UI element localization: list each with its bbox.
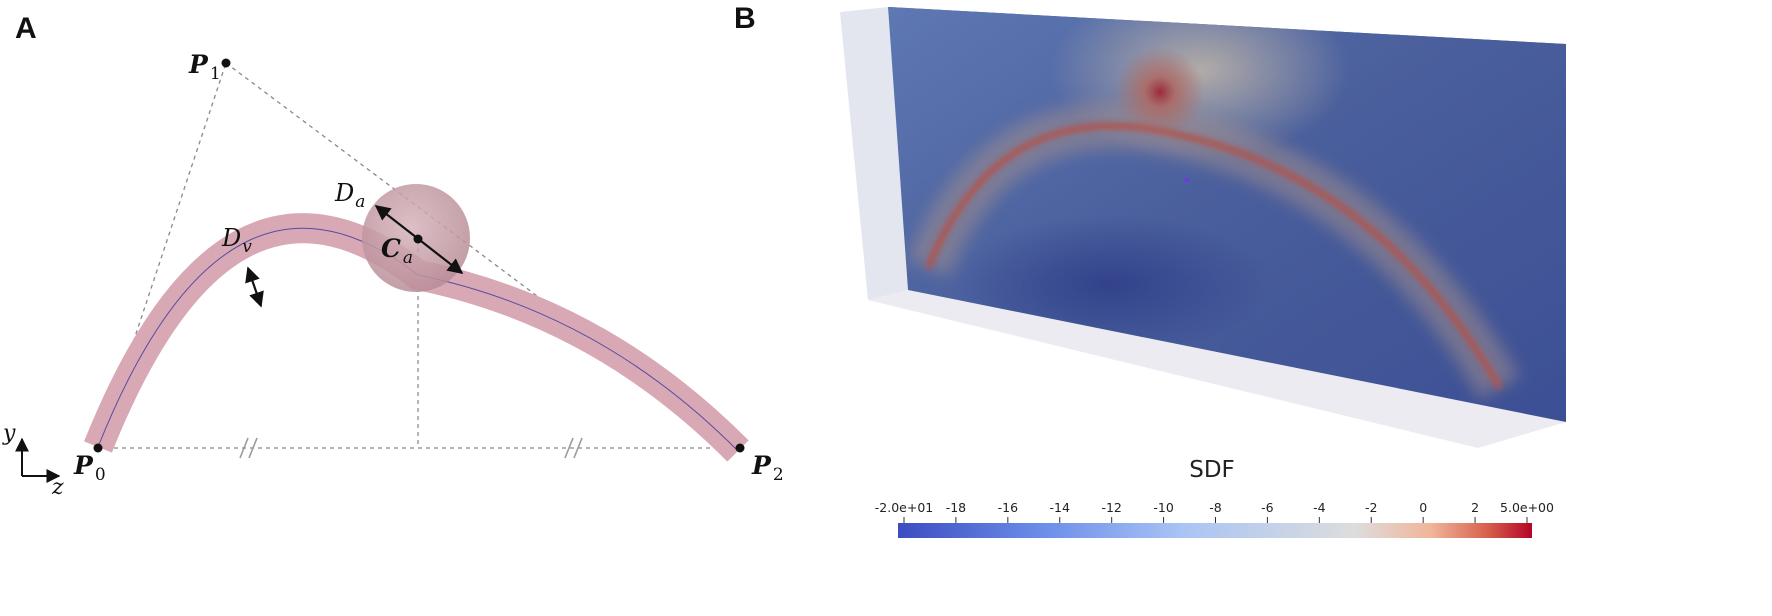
colorbar-tick-label: 2 — [1471, 500, 1479, 515]
colorbar-tick-label: -2 — [1365, 500, 1377, 515]
colorbar-tick-label: -12 — [1101, 500, 1121, 515]
y-axis-label: y — [2, 421, 16, 446]
z-axis-label: z — [51, 475, 64, 500]
colorbar-tick-label: -18 — [946, 500, 966, 515]
tick-mark-right-1 — [564, 437, 574, 459]
colorbar-tick-label: -10 — [1153, 500, 1173, 515]
axes-triad: y z — [2, 421, 64, 500]
control-line-p1-p2 — [225, 62, 741, 449]
colorbar-tick-label: -4 — [1313, 500, 1326, 515]
point-p2-dot — [735, 443, 745, 453]
colorbar-tick-label: -8 — [1209, 500, 1222, 515]
box-side-face — [840, 7, 908, 300]
vessel-diameter-arrow — [245, 266, 264, 308]
equal-tick-marks — [239, 437, 583, 459]
box-bottom-face — [868, 290, 1566, 448]
panel-label-b: B — [734, 2, 756, 35]
colorbar-tick-label: -6 — [1261, 500, 1274, 515]
colorbar-ticks: -2.0e+01 -18 -16 -14 -12 -10 -8 -6 -4 -2 0 2 5.0e+00 — [875, 500, 1554, 523]
colorbar-tick-label: 5.0e+00 — [1500, 500, 1554, 515]
label-dv: Dv — [221, 224, 252, 257]
panel-b: B SDF -2.0e+01 -18 -16 -14 -12 -10 -8 -6 -4 -2 0 2 5… — [734, 2, 1566, 538]
colorbar-gradient — [898, 523, 1532, 538]
tick-mark-left-1 — [239, 437, 249, 459]
colorbar-tick-label: -2.0e+01 — [875, 500, 933, 515]
panel-label-a: A — [15, 12, 37, 45]
probe-point — [1184, 177, 1190, 183]
colorbar-tick-label: -14 — [1050, 500, 1070, 515]
tick-mark-right-2 — [573, 437, 583, 459]
point-ca-dot — [413, 234, 423, 244]
label-da: Da — [334, 179, 365, 212]
colorbar-tick-label: -16 — [998, 500, 1018, 515]
colorbar-title: SDF — [1189, 457, 1235, 483]
point-p0-dot — [93, 443, 103, 453]
sdf-vessel-core — [924, 122, 1504, 390]
point-p1-dot — [221, 58, 231, 68]
sdf-aneurysm-hotspot — [1115, 47, 1205, 137]
colorbar-tick-label: 0 — [1419, 500, 1427, 515]
tick-mark-left-2 — [248, 437, 258, 459]
